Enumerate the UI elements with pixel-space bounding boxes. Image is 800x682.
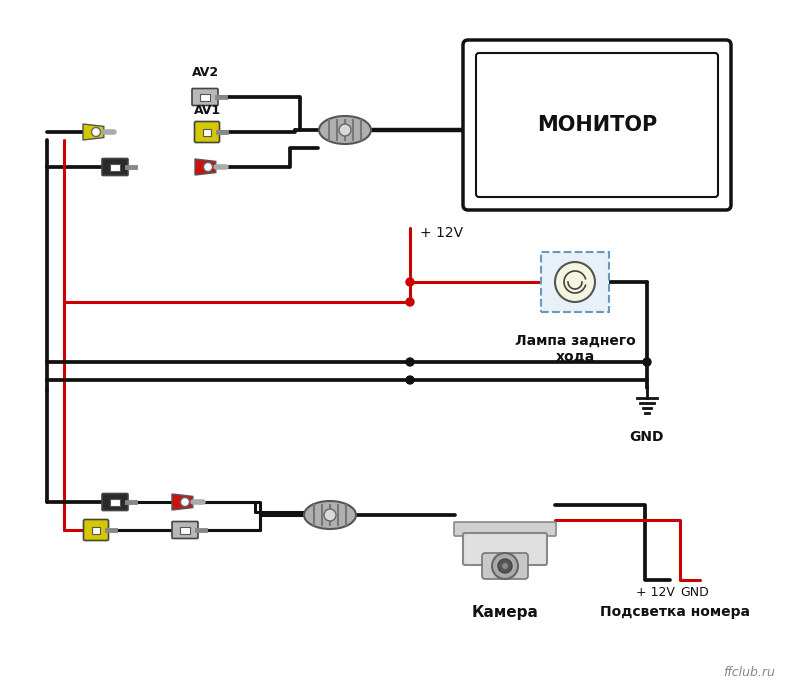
FancyBboxPatch shape [463, 40, 731, 210]
Circle shape [492, 553, 518, 579]
Polygon shape [172, 494, 193, 510]
FancyBboxPatch shape [541, 252, 609, 312]
Text: GND: GND [630, 430, 664, 444]
Circle shape [498, 559, 512, 573]
Ellipse shape [304, 501, 356, 529]
Circle shape [339, 124, 351, 136]
Text: Подсветка номера: Подсветка номера [600, 605, 750, 619]
FancyBboxPatch shape [192, 89, 218, 106]
Text: Камера: Камера [471, 605, 538, 620]
Circle shape [406, 278, 414, 286]
Circle shape [324, 509, 336, 521]
FancyBboxPatch shape [172, 522, 198, 539]
Circle shape [203, 162, 213, 171]
Text: GND: GND [681, 586, 710, 599]
FancyBboxPatch shape [83, 520, 109, 541]
FancyBboxPatch shape [476, 53, 718, 197]
Polygon shape [195, 159, 216, 175]
Circle shape [502, 563, 508, 569]
FancyBboxPatch shape [203, 128, 211, 136]
Circle shape [181, 497, 190, 507]
FancyBboxPatch shape [102, 158, 128, 175]
Polygon shape [83, 124, 104, 140]
Bar [110, 499, 120, 505]
FancyBboxPatch shape [92, 527, 100, 533]
Bar [200, 93, 210, 100]
FancyBboxPatch shape [463, 533, 547, 565]
FancyBboxPatch shape [102, 494, 128, 511]
Circle shape [91, 128, 101, 136]
Text: AV1: AV1 [194, 104, 221, 117]
FancyBboxPatch shape [194, 121, 219, 143]
Text: AV2: AV2 [191, 67, 218, 80]
Ellipse shape [319, 116, 371, 144]
Circle shape [406, 376, 414, 384]
FancyBboxPatch shape [482, 553, 528, 579]
Circle shape [406, 298, 414, 306]
Text: МОНИТОР: МОНИТОР [537, 115, 657, 135]
Text: ffclub.ru: ffclub.ru [723, 666, 775, 679]
Text: + 12V: + 12V [420, 226, 463, 240]
Text: Лампа заднего
хода: Лампа заднего хода [514, 334, 635, 364]
Circle shape [406, 358, 414, 366]
Bar [180, 527, 190, 533]
Bar [110, 164, 120, 170]
Text: + 12V: + 12V [635, 586, 674, 599]
FancyBboxPatch shape [454, 522, 556, 536]
Circle shape [555, 262, 595, 302]
Circle shape [643, 358, 651, 366]
